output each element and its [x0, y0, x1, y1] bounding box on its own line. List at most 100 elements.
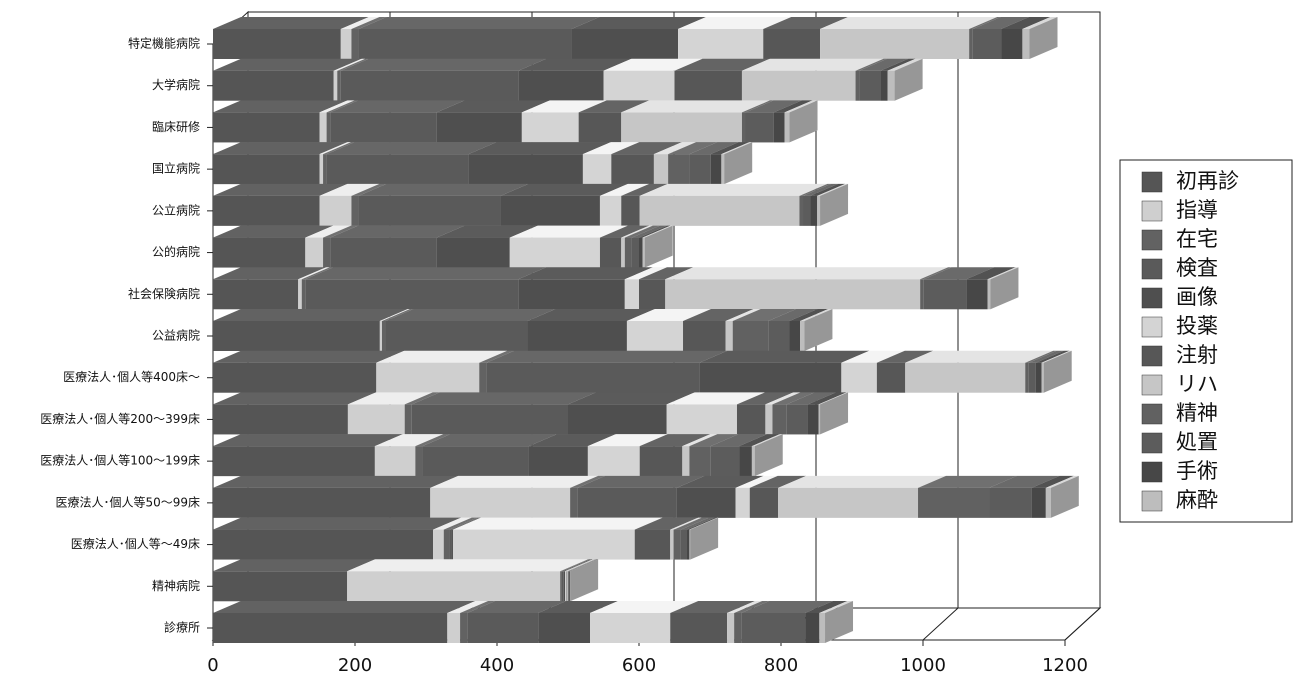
bar-top: [749, 475, 807, 488]
bar-segment: [683, 321, 726, 351]
bar-top: [468, 142, 611, 155]
bar-top: [568, 559, 597, 572]
bar-segment: [611, 154, 654, 185]
bar-segment: [538, 613, 591, 643]
bar-top: [590, 601, 699, 613]
bar-top: [639, 183, 828, 196]
bar-top: [566, 559, 596, 572]
bar-top: [527, 309, 655, 321]
bar-segment: [358, 29, 572, 59]
bar-top: [763, 17, 849, 29]
bar-segment: [337, 70, 341, 101]
bar-segment: [479, 362, 487, 393]
bar-top: [803, 183, 839, 196]
bar-end: [820, 183, 849, 226]
bar-segment: [460, 613, 468, 643]
bar-top: [784, 100, 818, 113]
bar-segment: [568, 571, 569, 602]
bar-segment: [689, 446, 711, 477]
bar-top: [330, 225, 465, 238]
x-tick-label: 400: [480, 655, 514, 676]
bar-top: [920, 267, 952, 280]
bar-segment: [820, 29, 970, 59]
bar-top: [639, 225, 671, 238]
bar-top: [1031, 475, 1074, 488]
bar-end: [789, 100, 818, 143]
bar-top: [772, 392, 815, 405]
bar-segment: [689, 154, 711, 185]
bar-top: [447, 601, 489, 613]
bar-segment: [213, 529, 434, 560]
bar-segment: [1041, 362, 1044, 393]
bar-top: [509, 225, 628, 238]
category-label: 精神病院: [152, 578, 200, 593]
bar-top: [213, 392, 376, 405]
bar-segment: [987, 279, 991, 310]
bar-segment: [330, 112, 437, 143]
bar-end: [724, 142, 753, 185]
bar-top: [577, 475, 705, 488]
bar-top: [326, 100, 359, 113]
grid-line: [922, 12, 959, 641]
bar-top: [213, 309, 408, 321]
bar-top: [680, 517, 715, 530]
bar-segment: [560, 571, 562, 602]
legend-swatch: [1141, 490, 1163, 512]
bar-top: [918, 475, 1018, 488]
bar-segment: [351, 29, 359, 59]
bar-top: [599, 183, 650, 196]
bar-segment: [876, 362, 906, 393]
bar-segment: [966, 279, 988, 310]
bar-segment: [732, 321, 769, 351]
bar-segment: [639, 237, 643, 268]
bar-segment: [385, 321, 528, 351]
bar-segment: [298, 279, 302, 310]
bar-top: [676, 475, 764, 488]
bar-top: [374, 434, 444, 447]
bar-top: [411, 392, 596, 405]
bar-segment: [422, 446, 529, 477]
bar-segment: [603, 70, 675, 101]
bar-top: [786, 392, 836, 405]
bar-top: [686, 517, 718, 530]
bar-top: [876, 350, 934, 363]
bar-top: [340, 17, 380, 29]
bar-segment: [1001, 29, 1023, 59]
bar-segment: [817, 195, 821, 226]
bar-top: [611, 142, 682, 155]
bar-segment: [568, 571, 570, 602]
bar-top: [626, 309, 712, 321]
category-label: 臨床研修: [152, 119, 200, 134]
bar-top: [1035, 350, 1070, 363]
bar-segment: [741, 70, 856, 101]
bar-top: [639, 267, 694, 280]
bar-top: [621, 183, 668, 196]
bar-top: [340, 58, 547, 71]
bar-end: [804, 309, 833, 351]
bar-top: [298, 267, 330, 280]
legend-label: 精神: [1176, 401, 1218, 425]
bar-end: [1043, 350, 1072, 393]
bar-top: [570, 475, 606, 488]
bar-top: [430, 475, 599, 488]
bar-top: [923, 267, 995, 280]
bar-top: [721, 142, 753, 155]
bar-segment: [467, 613, 539, 643]
legend-swatch: [1141, 374, 1163, 396]
bar-top: [880, 58, 916, 71]
bar-top: [819, 601, 854, 613]
bar-segment: [631, 237, 639, 268]
bar-segment: [841, 362, 877, 393]
bar-segment: [734, 613, 742, 643]
bar-top: [561, 559, 592, 572]
bar-top: [678, 17, 792, 29]
bar-top: [213, 434, 403, 447]
bar-top: [621, 225, 653, 238]
bar-top: [433, 517, 472, 530]
bar-segment: [666, 404, 737, 435]
bar-segment: [213, 237, 306, 268]
bar-segment: [323, 154, 327, 185]
bar-top: [818, 392, 849, 405]
bar-segment: [213, 404, 348, 435]
bar-segment: [818, 404, 821, 435]
